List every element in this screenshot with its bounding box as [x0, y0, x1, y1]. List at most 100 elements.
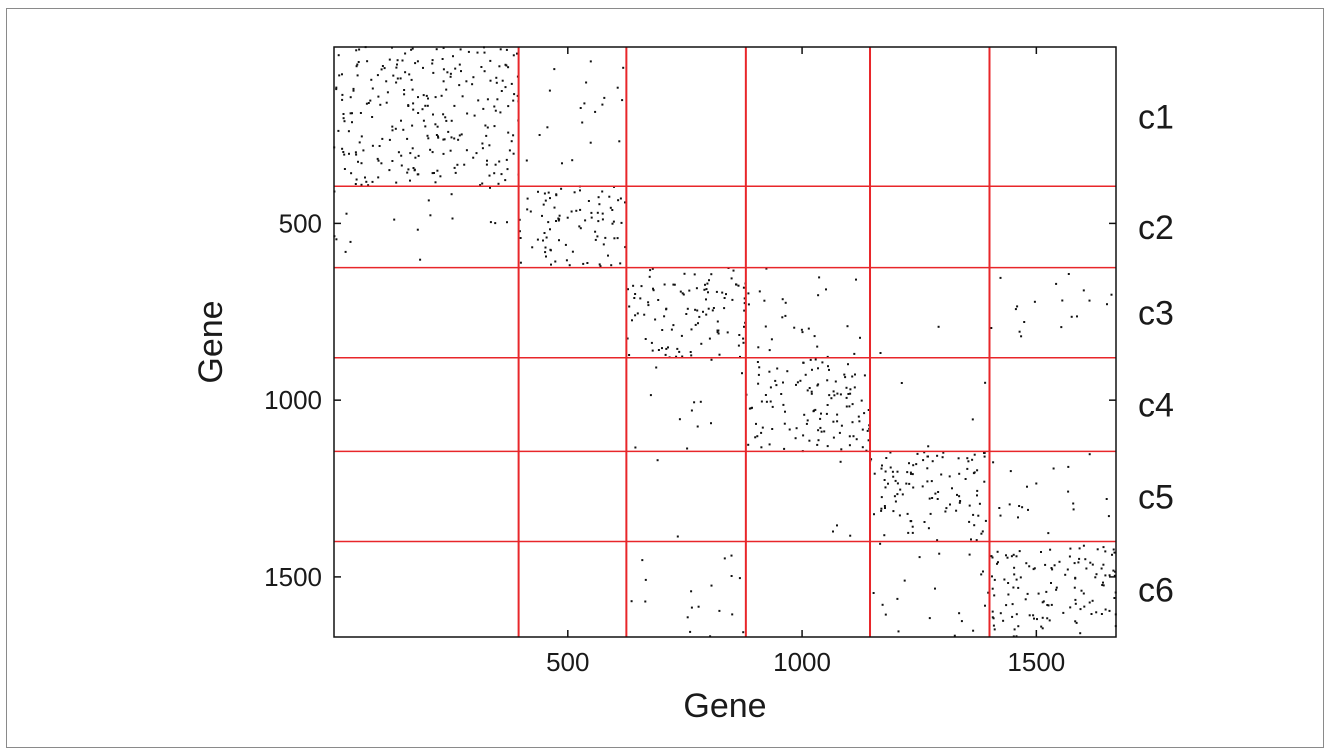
data-point — [631, 319, 633, 322]
data-point — [916, 452, 919, 455]
data-point — [867, 439, 870, 442]
data-point — [1102, 546, 1105, 549]
data-point — [881, 464, 883, 467]
data-point — [407, 104, 410, 107]
data-point — [747, 292, 750, 295]
data-point — [1019, 576, 1022, 579]
data-point — [634, 293, 637, 295]
data-point — [769, 400, 772, 403]
data-point — [439, 175, 442, 178]
data-point — [903, 579, 906, 582]
data-point — [980, 573, 983, 576]
data-point — [578, 225, 581, 228]
data-point — [467, 50, 470, 53]
data-point — [341, 73, 343, 76]
data-point — [356, 74, 359, 77]
data-point — [1013, 573, 1016, 576]
data-point — [1108, 574, 1111, 577]
data-point — [603, 96, 606, 99]
data-point — [1040, 625, 1043, 628]
data-point — [1033, 300, 1036, 303]
data-point — [816, 384, 819, 387]
data-point — [978, 502, 981, 505]
data-point — [817, 439, 820, 442]
data-point — [1077, 561, 1080, 564]
data-point — [505, 64, 508, 67]
data-point — [908, 482, 911, 485]
data-point — [566, 216, 569, 219]
data-point — [945, 507, 948, 510]
data-point — [964, 478, 967, 480]
data-point — [371, 180, 374, 183]
data-point — [805, 422, 808, 425]
y-tick-label: 1000 — [264, 385, 322, 415]
data-point — [757, 373, 760, 376]
data-point — [1032, 614, 1035, 617]
data-point — [750, 407, 753, 410]
data-point — [442, 138, 445, 141]
data-point — [704, 283, 706, 286]
data-point — [737, 284, 740, 287]
data-point — [845, 386, 848, 389]
y-tick-label: 1500 — [264, 562, 322, 592]
data-point — [825, 288, 827, 291]
data-point — [717, 332, 720, 335]
data-point — [486, 126, 489, 129]
data-point — [999, 514, 1002, 517]
data-point — [698, 315, 701, 318]
data-point — [1033, 617, 1035, 620]
data-point — [683, 272, 686, 275]
data-point — [493, 125, 496, 128]
data-point — [781, 316, 784, 319]
data-point — [617, 199, 620, 202]
data-point — [849, 392, 852, 395]
data-point — [1011, 603, 1014, 606]
x-tick-label: 500 — [546, 647, 589, 677]
data-point — [697, 322, 699, 325]
data-point — [628, 354, 631, 356]
data-point — [481, 142, 484, 145]
data-point — [819, 426, 822, 429]
data-point — [616, 86, 619, 89]
data-point — [461, 95, 464, 98]
data-point — [832, 420, 835, 423]
data-point — [1088, 601, 1091, 604]
data-point — [442, 68, 445, 71]
data-point — [1037, 592, 1040, 595]
x-tick-label: 1000 — [773, 647, 831, 677]
data-point — [1076, 315, 1078, 318]
data-point — [1096, 548, 1099, 551]
data-point — [417, 154, 420, 157]
data-point — [958, 612, 961, 615]
data-point — [594, 110, 597, 113]
data-point — [454, 171, 457, 174]
data-point — [434, 123, 437, 126]
data-point — [975, 539, 978, 542]
data-point — [432, 113, 434, 116]
data-point — [343, 168, 346, 170]
data-point — [672, 324, 675, 327]
data-point — [707, 291, 709, 294]
data-point — [742, 341, 745, 344]
data-point — [896, 470, 899, 473]
data-point — [401, 59, 404, 62]
data-point — [937, 491, 940, 493]
data-point — [716, 320, 719, 323]
data-point — [894, 479, 897, 482]
data-point — [802, 434, 805, 437]
data-point — [1060, 326, 1063, 329]
data-point — [422, 119, 425, 122]
data-point — [739, 355, 741, 358]
data-point — [426, 104, 429, 107]
data-point — [643, 313, 646, 316]
data-point — [911, 473, 914, 476]
data-point — [1002, 619, 1005, 622]
data-point — [923, 521, 926, 523]
data-point — [1042, 600, 1045, 603]
data-point — [481, 147, 484, 150]
data-point — [848, 444, 851, 447]
data-point — [489, 186, 491, 189]
data-point — [915, 463, 918, 466]
data-point — [665, 308, 668, 311]
data-point — [863, 374, 866, 377]
